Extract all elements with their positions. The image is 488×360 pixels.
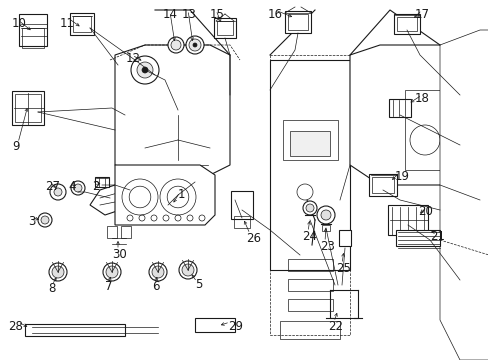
Bar xyxy=(404,90,454,170)
Text: 18: 18 xyxy=(414,92,429,105)
Bar xyxy=(121,226,131,238)
Text: 26: 26 xyxy=(245,232,261,245)
Circle shape xyxy=(142,67,148,73)
Bar xyxy=(280,321,339,339)
Text: 12: 12 xyxy=(126,52,141,65)
Bar xyxy=(70,13,94,35)
Circle shape xyxy=(189,39,201,51)
Bar xyxy=(368,174,396,196)
Circle shape xyxy=(182,264,194,276)
Bar xyxy=(388,99,410,117)
Text: 21: 21 xyxy=(429,230,444,243)
Text: 20: 20 xyxy=(417,205,432,218)
Circle shape xyxy=(179,261,197,279)
Bar xyxy=(195,318,235,332)
Circle shape xyxy=(303,201,316,215)
Bar xyxy=(230,191,252,219)
Polygon shape xyxy=(349,45,469,185)
Circle shape xyxy=(71,181,85,195)
Circle shape xyxy=(168,37,183,53)
Bar xyxy=(95,177,109,187)
Text: 7: 7 xyxy=(105,280,112,293)
Text: 9: 9 xyxy=(12,140,20,153)
Text: 1: 1 xyxy=(178,188,185,201)
Circle shape xyxy=(296,184,312,200)
Circle shape xyxy=(305,204,313,212)
Circle shape xyxy=(38,213,52,227)
Circle shape xyxy=(149,263,167,281)
Circle shape xyxy=(54,188,62,196)
Text: 19: 19 xyxy=(394,170,409,183)
Bar xyxy=(287,259,332,271)
Text: 14: 14 xyxy=(163,8,178,21)
Bar xyxy=(387,205,427,235)
Text: 3: 3 xyxy=(28,215,35,228)
Text: 13: 13 xyxy=(182,8,197,21)
Circle shape xyxy=(316,206,334,224)
Bar xyxy=(12,91,44,125)
Text: 28: 28 xyxy=(8,320,23,333)
Bar xyxy=(393,14,419,34)
Bar xyxy=(234,216,249,228)
Circle shape xyxy=(171,40,181,50)
Bar xyxy=(217,21,232,35)
Circle shape xyxy=(41,216,49,224)
Bar xyxy=(22,28,44,48)
Circle shape xyxy=(131,56,159,84)
Bar xyxy=(396,17,416,31)
Text: 11: 11 xyxy=(60,17,75,30)
Polygon shape xyxy=(115,165,215,225)
Bar xyxy=(214,18,236,38)
Text: 6: 6 xyxy=(152,280,159,293)
Text: 22: 22 xyxy=(327,320,342,333)
Bar xyxy=(107,226,117,238)
Bar xyxy=(269,60,349,270)
Circle shape xyxy=(52,266,64,278)
Text: 15: 15 xyxy=(209,8,224,21)
Text: 16: 16 xyxy=(267,8,283,21)
Text: 27: 27 xyxy=(45,180,60,193)
Bar xyxy=(289,130,329,156)
Bar xyxy=(73,16,91,32)
Bar xyxy=(371,177,393,193)
Bar xyxy=(19,14,47,46)
Bar xyxy=(338,230,350,246)
Polygon shape xyxy=(439,30,488,360)
Text: 25: 25 xyxy=(335,262,350,275)
Polygon shape xyxy=(90,175,160,215)
Text: 23: 23 xyxy=(319,240,334,253)
Circle shape xyxy=(185,36,203,54)
Circle shape xyxy=(106,266,118,278)
Text: 17: 17 xyxy=(414,8,429,21)
Bar xyxy=(321,225,329,231)
Circle shape xyxy=(74,184,82,192)
Text: 10: 10 xyxy=(12,17,27,30)
Text: 4: 4 xyxy=(68,180,75,193)
Bar xyxy=(287,14,307,30)
Ellipse shape xyxy=(338,228,350,234)
Text: 29: 29 xyxy=(227,320,243,333)
Bar xyxy=(285,11,310,33)
Circle shape xyxy=(49,263,67,281)
Bar xyxy=(25,324,125,336)
Circle shape xyxy=(103,263,121,281)
Text: 24: 24 xyxy=(302,230,316,243)
Bar xyxy=(287,299,332,311)
Circle shape xyxy=(152,266,163,278)
Bar xyxy=(287,279,332,291)
Text: 30: 30 xyxy=(112,248,126,261)
Bar xyxy=(15,94,41,122)
Polygon shape xyxy=(115,45,229,175)
Text: 8: 8 xyxy=(48,282,55,295)
Text: 5: 5 xyxy=(195,278,202,291)
Circle shape xyxy=(137,62,153,78)
Circle shape xyxy=(320,210,330,220)
Circle shape xyxy=(193,43,197,47)
Text: 2: 2 xyxy=(92,180,99,193)
Bar xyxy=(282,120,337,160)
Bar xyxy=(395,230,439,246)
Circle shape xyxy=(50,184,66,200)
